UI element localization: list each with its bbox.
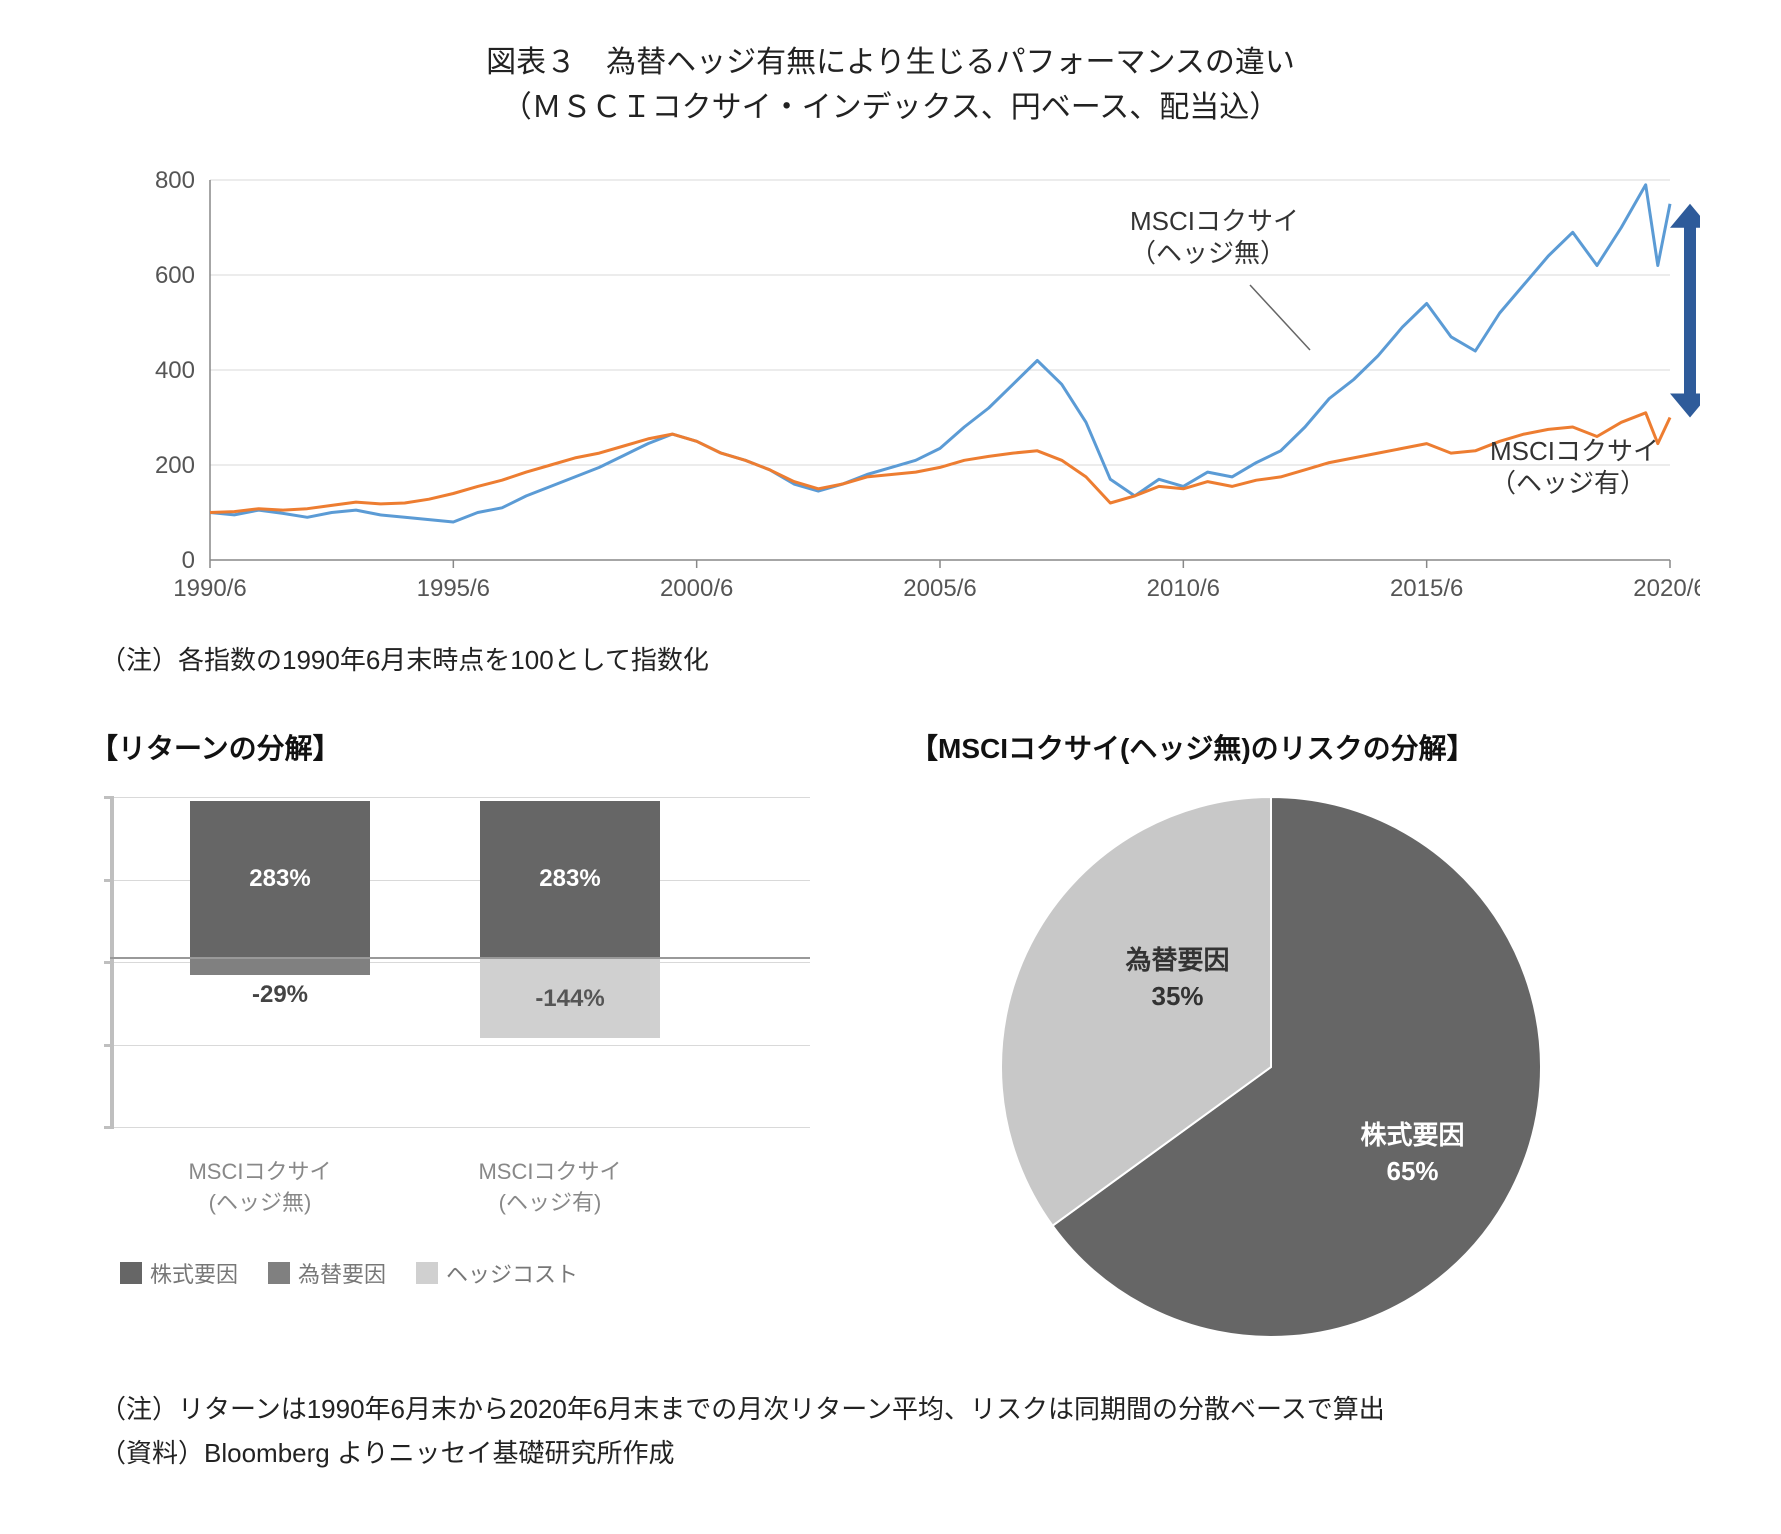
svg-text:400: 400 bbox=[155, 357, 195, 384]
bar-value-label: -29% bbox=[190, 981, 370, 1009]
bar-panel-title: 【リターンの分解】 bbox=[90, 727, 810, 767]
svg-text:600: 600 bbox=[155, 262, 195, 289]
svg-text:（ヘッジ有）: （ヘッジ有） bbox=[1490, 468, 1646, 498]
bar-segment bbox=[190, 959, 370, 975]
bar-value-label: -144% bbox=[535, 985, 604, 1013]
legend-item: ヘッジコスト bbox=[416, 1257, 578, 1289]
svg-text:2020/6: 2020/6 bbox=[1633, 575, 1700, 602]
bar-segment: -144% bbox=[480, 959, 660, 1038]
bar-category-label: MSCIコクサイ bbox=[450, 1157, 650, 1188]
line-chart-svg: 0 200 400 600 800 1990/6 1995/6 2000/6 2005/6 201… bbox=[120, 160, 1700, 620]
svg-text:（ヘッジ無）: （ヘッジ無） bbox=[1130, 238, 1286, 268]
pie-label-value: 65% bbox=[1361, 1153, 1465, 1189]
bar-legend: 株式要因 為替要因 ヘッジコスト bbox=[120, 1257, 810, 1289]
bar-category-labels: MSCIコクサイ(ヘッジ無)MSCIコクサイ(ヘッジ有) bbox=[90, 1157, 810, 1237]
pie-slice-label: 為替要因35% bbox=[1126, 942, 1230, 1015]
note-1: （注）各指数の1990年6月末時点を100として指数化 bbox=[100, 640, 1721, 677]
title-line-1: 図表３ 為替ヘッジ有無により生じるパフォーマンスの違い bbox=[60, 40, 1721, 85]
chart-title-block: 図表３ 為替ヘッジ有無により生じるパフォーマンスの違い （ＭＳＣＩコクサイ・イン… bbox=[60, 40, 1721, 130]
svg-text:2005/6: 2005/6 bbox=[903, 575, 976, 602]
legend-item: 株式要因 bbox=[120, 1257, 238, 1289]
bar-segment: 283% bbox=[190, 801, 370, 957]
footnotes: （注）リターンは1990年6月末から2020年6月末までの月次リターン平均、リス… bbox=[100, 1387, 1721, 1475]
svg-text:2015/6: 2015/6 bbox=[1390, 575, 1463, 602]
svg-text:0: 0 bbox=[182, 547, 195, 574]
svg-text:MSCIコクサイ: MSCIコクサイ bbox=[1490, 436, 1659, 466]
svg-text:1990/6: 1990/6 bbox=[173, 575, 246, 602]
bar-segment: 283% bbox=[480, 801, 660, 957]
line-chart: 0 200 400 600 800 1990/6 1995/6 2000/6 2005/6 201… bbox=[120, 160, 1661, 625]
pie-slice-label: 株式要因65% bbox=[1361, 1117, 1465, 1190]
pie-chart: 株式要因65% 為替要因35% bbox=[991, 787, 1551, 1347]
pie-label-name: 株式要因 bbox=[1361, 1117, 1465, 1153]
legend-label: 株式要因 bbox=[150, 1257, 238, 1289]
footnote-line-1: （注）リターンは1990年6月末から2020年6月末までの月次リターン平均、リス… bbox=[100, 1387, 1721, 1431]
bar-value-label: 283% bbox=[539, 865, 600, 893]
pie-panel-title: 【MSCIコクサイ(ヘッジ無)のリスクの分解】 bbox=[910, 727, 1691, 767]
legend-item: 為替要因 bbox=[268, 1257, 386, 1289]
bar-value-label: 283% bbox=[249, 865, 310, 893]
bar-category-label: (ヘッジ無) bbox=[160, 1188, 360, 1219]
legend-label: 為替要因 bbox=[298, 1257, 386, 1289]
bar-category: MSCIコクサイ(ヘッジ有) bbox=[450, 1157, 650, 1219]
pie-label-value: 35% bbox=[1126, 978, 1230, 1014]
bottom-row: 【リターンの分解】 283%-29%283%-144% MSCIコクサイ(ヘッジ… bbox=[90, 727, 1691, 1347]
svg-text:1995/6: 1995/6 bbox=[417, 575, 490, 602]
legend-label: ヘッジコスト bbox=[446, 1257, 578, 1289]
bar-chart: 283% -29% 283% -144% bbox=[110, 787, 810, 1147]
svg-text:2010/6: 2010/6 bbox=[1147, 575, 1220, 602]
legend-swatch bbox=[120, 1262, 142, 1284]
pie-label-name: 為替要因 bbox=[1126, 942, 1230, 978]
bar-category: MSCIコクサイ(ヘッジ無) bbox=[160, 1157, 360, 1219]
risk-decomposition-panel: 【MSCIコクサイ(ヘッジ無)のリスクの分解】 株式要因65% 為替要因35% bbox=[850, 727, 1691, 1347]
svg-text:200: 200 bbox=[155, 452, 195, 479]
footnote-line-2: （資料）Bloomberg よりニッセイ基礎研究所作成 bbox=[100, 1431, 1721, 1475]
return-decomposition-panel: 【リターンの分解】 283%-29%283%-144% MSCIコクサイ(ヘッジ… bbox=[90, 727, 810, 1347]
svg-text:MSCIコクサイ: MSCIコクサイ bbox=[1130, 206, 1299, 236]
legend-swatch bbox=[416, 1262, 438, 1284]
svg-text:2000/6: 2000/6 bbox=[660, 575, 733, 602]
bar-category-label: (ヘッジ有) bbox=[450, 1188, 650, 1219]
pie-chart-svg bbox=[991, 787, 1551, 1347]
title-line-2: （ＭＳＣＩコクサイ・インデックス、円ベース、配当込） bbox=[60, 85, 1721, 130]
bar-category-label: MSCIコクサイ bbox=[160, 1157, 360, 1188]
svg-text:800: 800 bbox=[155, 167, 195, 194]
legend-swatch bbox=[268, 1262, 290, 1284]
